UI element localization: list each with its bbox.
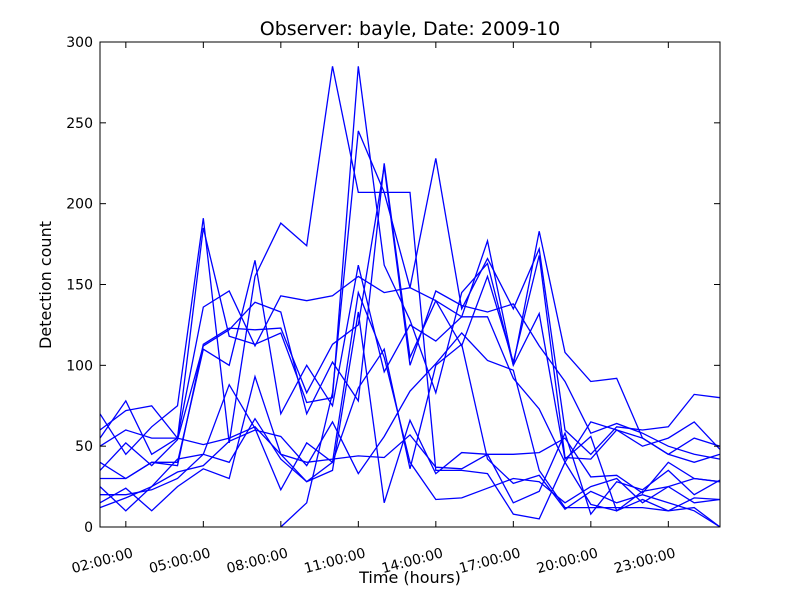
series-line-4 <box>99 231 721 456</box>
x-tick-label: 02:00:00 <box>70 545 135 577</box>
y-axis-label: Detection count <box>36 221 55 349</box>
series-lines <box>99 66 721 528</box>
y-tick-label: 50 <box>75 439 93 455</box>
y-tick-label: 0 <box>84 520 93 536</box>
x-tick-label: 23:00:00 <box>612 545 677 577</box>
series-line-11 <box>100 290 721 504</box>
x-tick-label: 05:00:00 <box>147 545 212 577</box>
x-axis-label: Time (hours) <box>358 568 461 587</box>
series-line-12 <box>99 426 721 494</box>
y-tick-label: 100 <box>66 358 93 374</box>
x-tick-label: 11:00:00 <box>302 545 367 577</box>
y-tick-label: 300 <box>66 35 93 51</box>
plot-frame <box>99 41 721 528</box>
y-tick-label: 200 <box>66 197 93 213</box>
chart-title: Observer: bayle, Date: 2009-10 <box>260 18 561 40</box>
x-tick-label: 17:00:00 <box>457 545 522 577</box>
series-line-9 <box>99 332 721 528</box>
series-line-2 <box>99 66 721 512</box>
x-tick-label: 20:00:00 <box>535 545 600 577</box>
series-line-6 <box>99 260 721 480</box>
series-line-10 <box>99 311 721 516</box>
y-tick-label: 150 <box>66 278 93 294</box>
series-line-7 <box>100 166 721 480</box>
x-tick-label: 08:00:00 <box>225 545 290 577</box>
y-tick-label: 250 <box>66 116 93 132</box>
